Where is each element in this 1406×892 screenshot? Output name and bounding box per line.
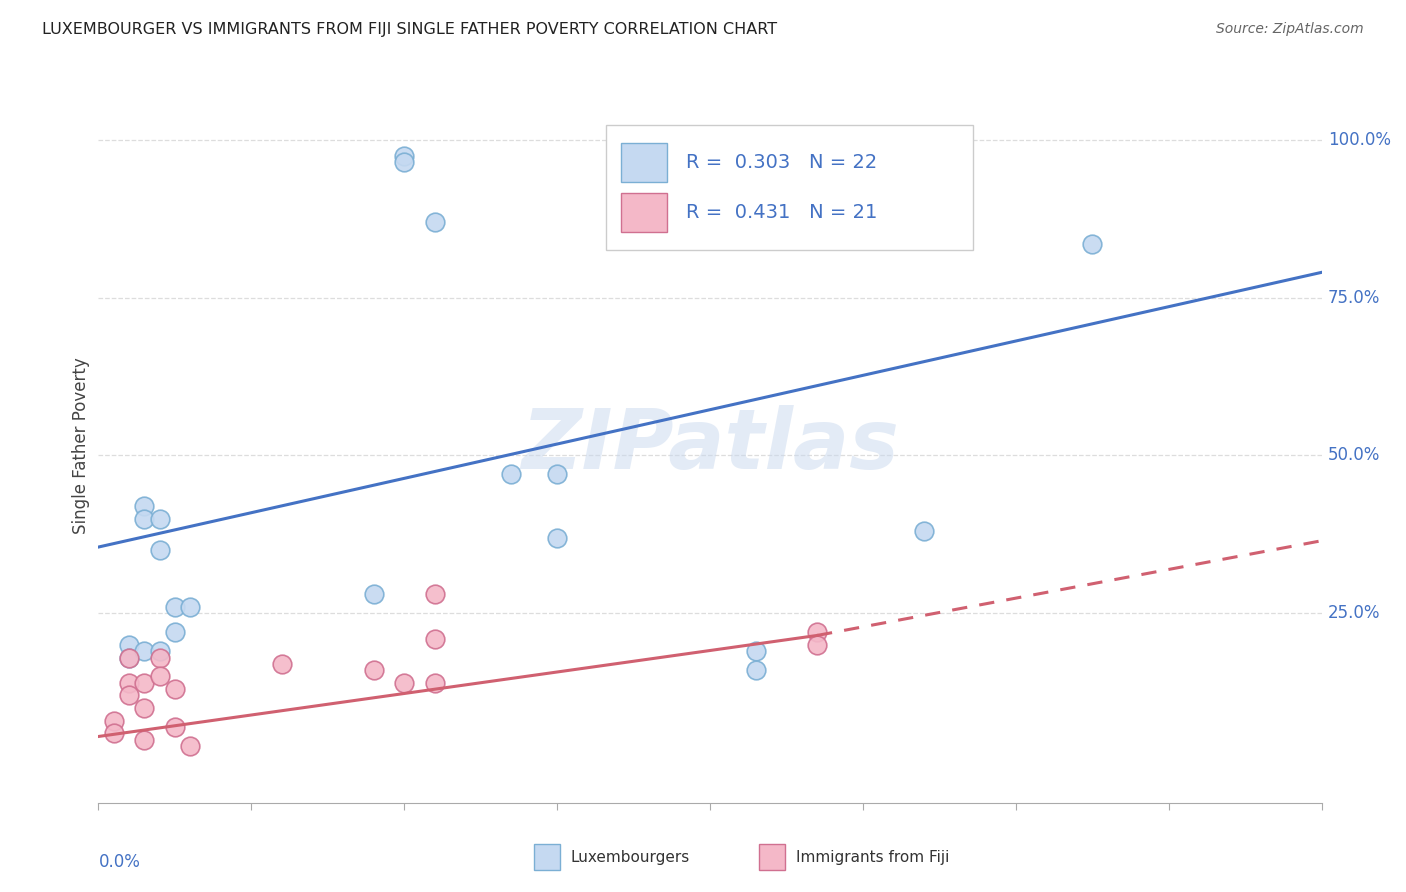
Point [363,587,385,601]
Point [103,714,125,728]
Point [134,499,156,513]
Text: Luxembourgers: Luxembourgers [571,849,690,864]
Point [745,663,768,677]
Bar [620,143,668,182]
Point [745,644,768,658]
Point [423,675,446,690]
Point [179,600,201,615]
Point [806,638,828,652]
Point [118,638,141,652]
Point [118,689,141,703]
Point [163,682,186,697]
Bar [620,193,668,232]
Point [134,675,156,690]
Text: 0.0%: 0.0% [98,853,141,871]
Text: R =  0.431   N = 21: R = 0.431 N = 21 [686,202,877,222]
Point [118,650,141,665]
Text: ZIPatlas: ZIPatlas [522,406,898,486]
Text: R =  0.303   N = 22: R = 0.303 N = 22 [686,153,877,172]
Point [163,720,186,734]
Point [501,467,523,482]
Point [149,650,172,665]
Point [806,625,828,640]
Text: Immigrants from Fiji: Immigrants from Fiji [796,849,949,864]
Point [423,215,446,229]
Point [118,650,141,665]
Point [134,701,156,715]
Text: 75.0%: 75.0% [1327,289,1381,307]
Point [149,669,172,683]
Point [912,524,935,539]
Text: 25.0%: 25.0% [1327,605,1381,623]
Point [1081,236,1104,251]
Point [118,675,141,690]
Point [179,739,201,753]
Text: LUXEMBOURGER VS IMMIGRANTS FROM FIJI SINGLE FATHER POVERTY CORRELATION CHART: LUXEMBOURGER VS IMMIGRANTS FROM FIJI SIN… [42,22,778,37]
Text: Source: ZipAtlas.com: Source: ZipAtlas.com [1216,22,1364,37]
Point [423,587,446,601]
Point [392,675,416,690]
Text: 100.0%: 100.0% [1327,131,1391,149]
Point [149,511,172,525]
Point [149,543,172,558]
Point [134,732,156,747]
Point [392,148,416,162]
Point [134,644,156,658]
Point [163,625,186,640]
Point [103,726,125,740]
Point [363,663,385,677]
Point [149,644,172,658]
Point [134,511,156,525]
Text: 50.0%: 50.0% [1327,447,1381,465]
Point [163,600,186,615]
Point [546,531,568,545]
Point [423,632,446,646]
Point [392,154,416,169]
Point [546,467,568,482]
Y-axis label: Single Father Poverty: Single Father Poverty [72,358,90,534]
Point [270,657,294,671]
FancyBboxPatch shape [606,125,973,250]
